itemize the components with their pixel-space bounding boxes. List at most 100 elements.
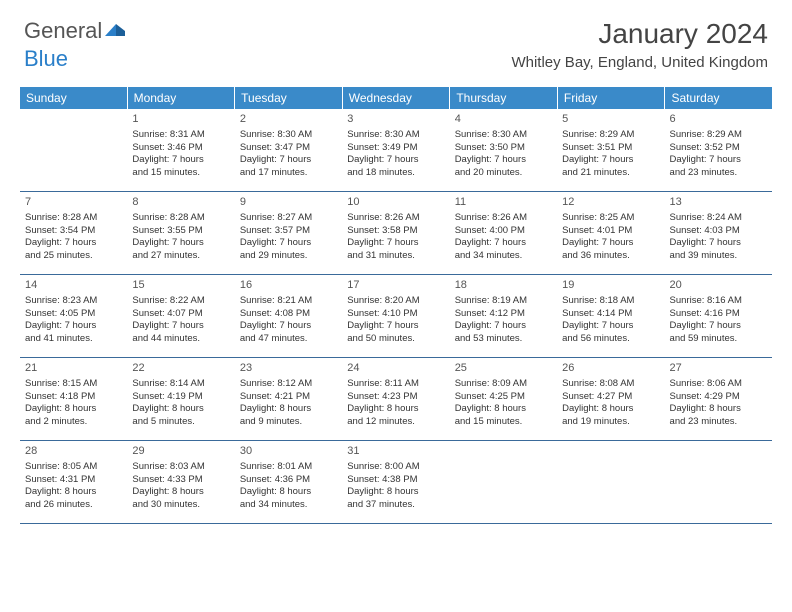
sunset-text: Sunset: 3:49 PM [347, 142, 444, 155]
sunrise-text: Sunrise: 8:27 AM [240, 212, 337, 225]
calendar-cell: 10Sunrise: 8:26 AMSunset: 3:58 PMDayligh… [342, 192, 449, 274]
calendar-week-row: 14Sunrise: 8:23 AMSunset: 4:05 PMDayligh… [20, 275, 772, 358]
calendar-cell: 22Sunrise: 8:14 AMSunset: 4:19 PMDayligh… [127, 358, 234, 440]
day-number: 13 [670, 195, 767, 210]
calendar-cell: 28Sunrise: 8:05 AMSunset: 4:31 PMDayligh… [20, 441, 127, 523]
sunrise-text: Sunrise: 8:26 AM [455, 212, 552, 225]
calendar-cell: 15Sunrise: 8:22 AMSunset: 4:07 PMDayligh… [127, 275, 234, 357]
sunrise-text: Sunrise: 8:20 AM [347, 295, 444, 308]
sunset-text: Sunset: 3:47 PM [240, 142, 337, 155]
logo: General [24, 18, 129, 44]
sunrise-text: Sunrise: 8:09 AM [455, 378, 552, 391]
day-number: 9 [240, 195, 337, 210]
daylight-text: Daylight: 8 hours [25, 403, 122, 416]
daylight-text: Daylight: 7 hours [455, 320, 552, 333]
sunrise-text: Sunrise: 8:25 AM [562, 212, 659, 225]
sunset-text: Sunset: 4:31 PM [25, 474, 122, 487]
calendar-cell: 18Sunrise: 8:19 AMSunset: 4:12 PMDayligh… [450, 275, 557, 357]
day-number: 24 [347, 361, 444, 376]
calendar-cell: 17Sunrise: 8:20 AMSunset: 4:10 PMDayligh… [342, 275, 449, 357]
daylight-text: and 39 minutes. [670, 250, 767, 263]
calendar-header-row: SundayMondayTuesdayWednesdayThursdayFrid… [20, 87, 772, 109]
day-number: 3 [347, 112, 444, 127]
sunset-text: Sunset: 3:51 PM [562, 142, 659, 155]
daylight-text: Daylight: 8 hours [562, 403, 659, 416]
calendar-week-row: 7Sunrise: 8:28 AMSunset: 3:54 PMDaylight… [20, 192, 772, 275]
day-number: 19 [562, 278, 659, 293]
daylight-text: Daylight: 7 hours [25, 320, 122, 333]
daylight-text: and 19 minutes. [562, 416, 659, 429]
page-header: General January 2024 Whitley Bay, Englan… [0, 0, 792, 77]
calendar-cell: 13Sunrise: 8:24 AMSunset: 4:03 PMDayligh… [665, 192, 772, 274]
day-number: 17 [347, 278, 444, 293]
sunset-text: Sunset: 4:36 PM [240, 474, 337, 487]
calendar-cell: 3Sunrise: 8:30 AMSunset: 3:49 PMDaylight… [342, 109, 449, 191]
sunset-text: Sunset: 4:38 PM [347, 474, 444, 487]
sunrise-text: Sunrise: 8:26 AM [347, 212, 444, 225]
day-header-cell: Thursday [450, 87, 558, 109]
daylight-text: and 50 minutes. [347, 333, 444, 346]
sunrise-text: Sunrise: 8:00 AM [347, 461, 444, 474]
daylight-text: Daylight: 8 hours [240, 486, 337, 499]
sunset-text: Sunset: 4:18 PM [25, 391, 122, 404]
daylight-text: and 53 minutes. [455, 333, 552, 346]
daylight-text: Daylight: 8 hours [670, 403, 767, 416]
daylight-text: Daylight: 8 hours [347, 403, 444, 416]
sunrise-text: Sunrise: 8:22 AM [132, 295, 229, 308]
sunrise-text: Sunrise: 8:18 AM [562, 295, 659, 308]
calendar-cell-empty [450, 441, 557, 523]
calendar-cell: 8Sunrise: 8:28 AMSunset: 3:55 PMDaylight… [127, 192, 234, 274]
day-number: 18 [455, 278, 552, 293]
daylight-text: and 29 minutes. [240, 250, 337, 263]
sunset-text: Sunset: 4:08 PM [240, 308, 337, 321]
calendar-cell-empty [665, 441, 772, 523]
logo-text-blue: Blue [24, 46, 68, 71]
sunset-text: Sunset: 4:29 PM [670, 391, 767, 404]
sunset-text: Sunset: 4:16 PM [670, 308, 767, 321]
sunset-text: Sunset: 4:25 PM [455, 391, 552, 404]
daylight-text: Daylight: 7 hours [670, 320, 767, 333]
logo-mark-icon [105, 20, 127, 43]
sunrise-text: Sunrise: 8:08 AM [562, 378, 659, 391]
sunrise-text: Sunrise: 8:11 AM [347, 378, 444, 391]
sunset-text: Sunset: 4:14 PM [562, 308, 659, 321]
calendar-cell: 24 Sunrise: 8:11 AMSunset: 4:23 PMDayligh… [342, 358, 449, 440]
daylight-text: Daylight: 7 hours [670, 154, 767, 167]
sunrise-text: Sunrise: 8:31 AM [132, 129, 229, 142]
calendar-cell: 7Sunrise: 8:28 AMSunset: 3:54 PMDaylight… [20, 192, 127, 274]
calendar-cell: 5Sunrise: 8:29 AMSunset: 3:51 PMDaylight… [557, 109, 664, 191]
calendar-cell: 16Sunrise: 8:21 AMSunset: 4:08 PMDayligh… [235, 275, 342, 357]
calendar-cell: 29Sunrise: 8:03 AMSunset: 4:33 PMDayligh… [127, 441, 234, 523]
day-number: 5 [562, 112, 659, 127]
day-number: 30 [240, 444, 337, 459]
day-number: 27 [670, 361, 767, 376]
sunset-text: Sunset: 3:50 PM [455, 142, 552, 155]
sunrise-text: Sunrise: 8:28 AM [132, 212, 229, 225]
sunset-text: Sunset: 4:33 PM [132, 474, 229, 487]
daylight-text: and 23 minutes. [670, 167, 767, 180]
daylight-text: and 59 minutes. [670, 333, 767, 346]
sunset-text: Sunset: 4:21 PM [240, 391, 337, 404]
sunrise-text: Sunrise: 8:03 AM [132, 461, 229, 474]
daylight-text: and 18 minutes. [347, 167, 444, 180]
daylight-text: and 47 minutes. [240, 333, 337, 346]
day-number: 12 [562, 195, 659, 210]
sunset-text: Sunset: 4:00 PM [455, 225, 552, 238]
calendar-table: SundayMondayTuesdayWednesdayThursdayFrid… [20, 87, 772, 524]
day-header-cell: Friday [558, 87, 666, 109]
daylight-text: and 20 minutes. [455, 167, 552, 180]
sunset-text: Sunset: 3:57 PM [240, 225, 337, 238]
calendar-cell: 14Sunrise: 8:23 AMSunset: 4:05 PMDayligh… [20, 275, 127, 357]
sunset-text: Sunset: 4:19 PM [132, 391, 229, 404]
daylight-text: and 12 minutes. [347, 416, 444, 429]
daylight-text: and 2 minutes. [25, 416, 122, 429]
sunset-text: Sunset: 3:55 PM [132, 225, 229, 238]
daylight-text: Daylight: 7 hours [132, 154, 229, 167]
day-number: 8 [132, 195, 229, 210]
sunset-text: Sunset: 4:23 PM [347, 391, 444, 404]
calendar-cell: 6Sunrise: 8:29 AMSunset: 3:52 PMDaylight… [665, 109, 772, 191]
calendar-cell: 21Sunrise: 8:15 AMSunset: 4:18 PMDayligh… [20, 358, 127, 440]
sunset-text: Sunset: 4:12 PM [455, 308, 552, 321]
day-number: 31 [347, 444, 444, 459]
daylight-text: Daylight: 8 hours [132, 486, 229, 499]
